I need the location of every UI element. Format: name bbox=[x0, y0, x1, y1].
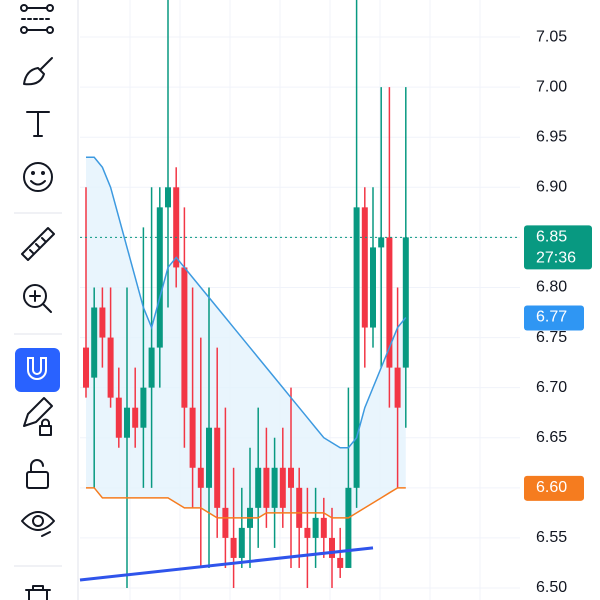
tool-lock-drawing[interactable] bbox=[23, 397, 53, 436]
candle-body bbox=[402, 237, 409, 368]
tool-brush[interactable] bbox=[23, 57, 53, 86]
candle-body bbox=[304, 527, 311, 538]
magnet-icon bbox=[27, 357, 47, 380]
candle-body bbox=[156, 207, 163, 348]
candle-body bbox=[206, 427, 212, 488]
candle-body bbox=[361, 207, 368, 328]
candle-body bbox=[132, 407, 139, 428]
y-tick-label: 6.50 bbox=[536, 579, 567, 596]
indicator-line bbox=[86, 487, 406, 519]
countdown-label: 27:36 bbox=[536, 250, 576, 267]
y-tick-label: 7.05 bbox=[536, 28, 567, 45]
y-tick-label: 6.90 bbox=[536, 179, 567, 196]
y-tick-label: 6.95 bbox=[536, 128, 567, 145]
candle-body bbox=[370, 247, 376, 328]
y-tick-label: 7.00 bbox=[536, 78, 567, 95]
candle-body bbox=[91, 307, 98, 378]
candle-body bbox=[288, 467, 294, 488]
y-tick-label: 6.75 bbox=[536, 329, 567, 346]
tool-unlock[interactable] bbox=[26, 459, 49, 489]
candle-body bbox=[329, 537, 335, 558]
candle-body bbox=[230, 537, 237, 558]
price-axis: 6.50 6.55 6.60 6.65 6.70 6.75 6.80 6.85 6.90 6.95… bbox=[524, 28, 592, 596]
y-tick-label: 6.80 bbox=[536, 279, 567, 296]
candle-body bbox=[165, 187, 171, 208]
candle-body bbox=[99, 307, 106, 338]
candle-body bbox=[386, 237, 393, 368]
tool-emoji[interactable] bbox=[23, 162, 53, 192]
trendline bbox=[79, 546, 374, 582]
y-tick-label: 6.70 bbox=[536, 379, 567, 396]
candle-body bbox=[148, 347, 155, 388]
candle-body bbox=[312, 517, 319, 538]
candle-body bbox=[353, 207, 360, 488]
candle-body bbox=[115, 397, 122, 438]
tool-magnet-active[interactable] bbox=[15, 348, 60, 392]
indicator-line bbox=[86, 156, 407, 449]
candle-body bbox=[197, 467, 204, 488]
candle-body bbox=[345, 487, 352, 568]
candle-body bbox=[124, 407, 130, 438]
y-tick-label: 6.55 bbox=[536, 529, 567, 546]
candle-body bbox=[394, 367, 401, 408]
tool-ruler[interactable] bbox=[21, 227, 55, 261]
tool-pattern[interactable] bbox=[20, 4, 54, 34]
tool-visibility[interactable] bbox=[21, 511, 55, 537]
candle-body bbox=[320, 517, 327, 538]
candle-body bbox=[263, 467, 270, 508]
candle-body bbox=[173, 187, 180, 268]
candle-body bbox=[238, 527, 245, 558]
toolbar bbox=[14, 0, 79, 600]
candle-body bbox=[255, 467, 262, 508]
tool-text[interactable] bbox=[26, 111, 50, 137]
candle-body bbox=[222, 507, 229, 538]
y-tick-label: 6.65 bbox=[536, 429, 567, 446]
tool-zoom[interactable] bbox=[23, 284, 52, 313]
candle-body bbox=[296, 487, 303, 528]
last-price-label: 6.85 bbox=[536, 229, 567, 246]
candle-body bbox=[279, 467, 286, 508]
candle-body bbox=[189, 407, 196, 468]
tool-delete[interactable] bbox=[25, 585, 51, 600]
candle-body bbox=[214, 427, 221, 508]
price-tag bbox=[524, 305, 584, 331]
plot-area bbox=[79, 0, 520, 600]
ma-band bbox=[86, 157, 406, 518]
candle-body bbox=[378, 237, 385, 248]
candle-body bbox=[107, 337, 114, 398]
last-price-tag bbox=[524, 225, 592, 270]
candle-body bbox=[337, 557, 344, 568]
price-tag-label: 6.77 bbox=[536, 309, 567, 326]
candle-body bbox=[140, 387, 147, 428]
candle-body bbox=[181, 267, 188, 408]
price-tag bbox=[524, 475, 584, 501]
candle-body bbox=[271, 467, 278, 508]
candle-body bbox=[83, 347, 89, 388]
price-tag-label: 6.60 bbox=[536, 479, 567, 496]
